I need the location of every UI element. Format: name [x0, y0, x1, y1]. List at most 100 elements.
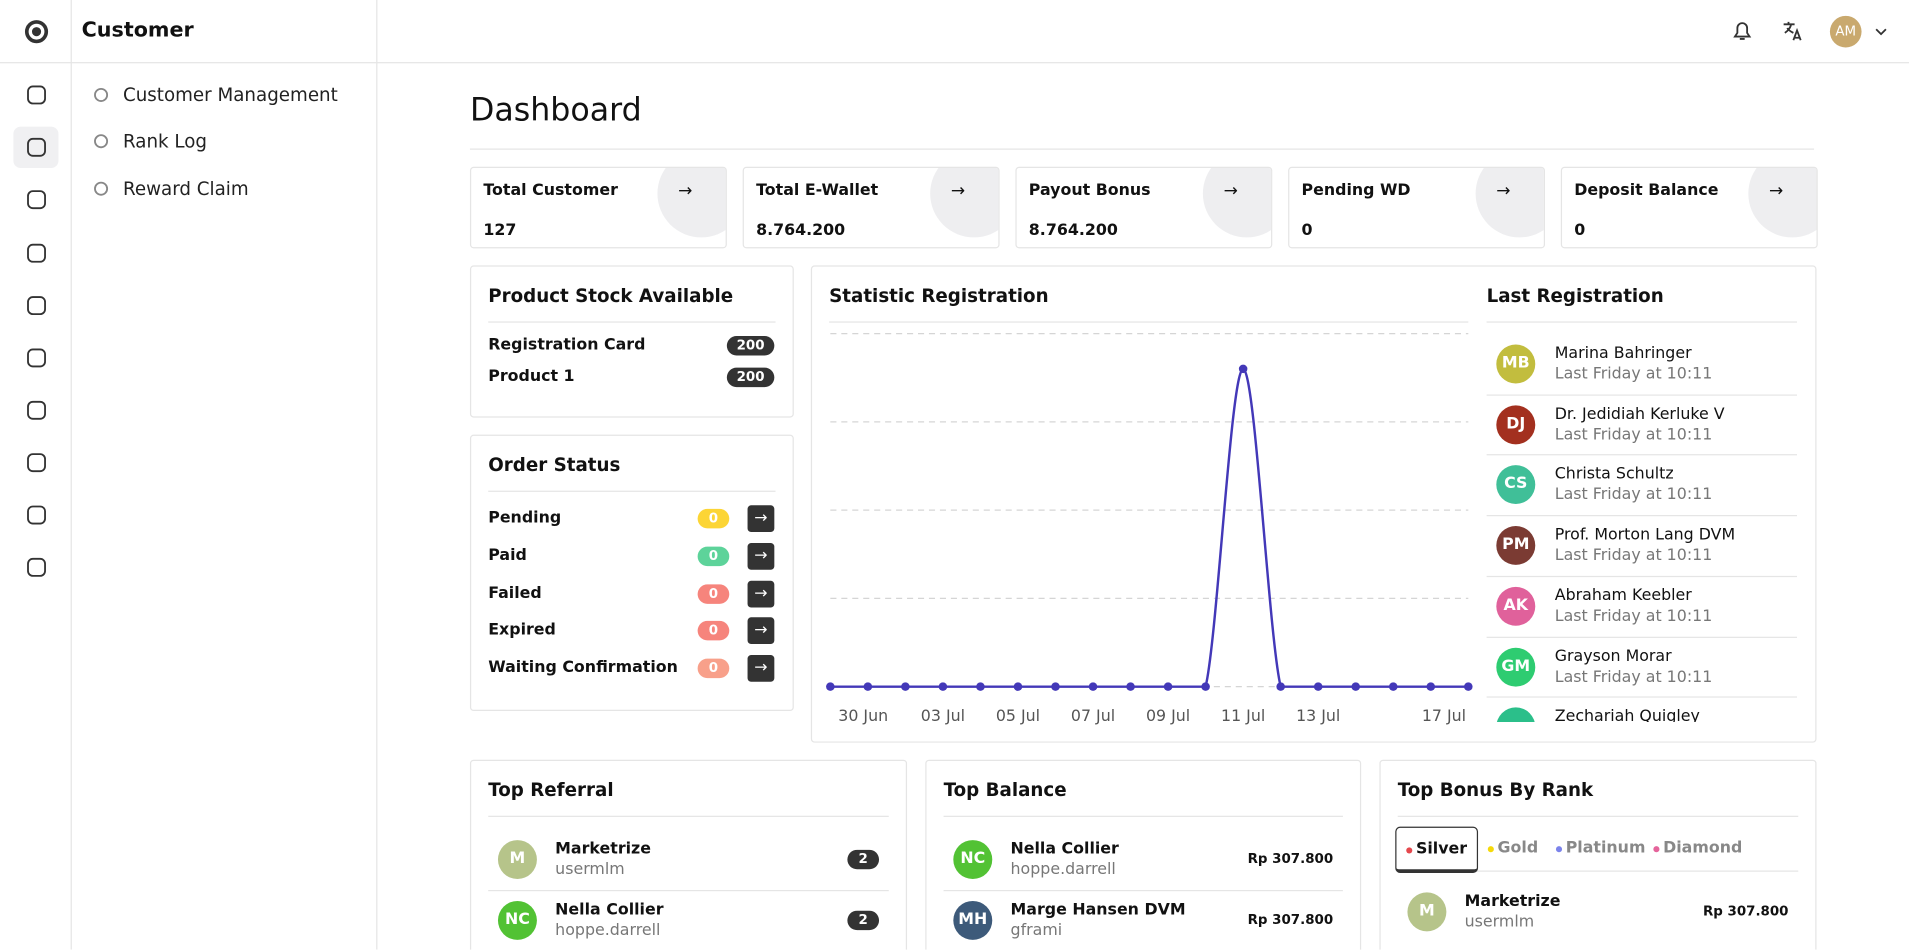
- chart: 30 Jun 03 Jul 05 Jul 07 Jul 09 Jul 11 Jul 13 J…: [826, 332, 1473, 725]
- logo: [24, 20, 49, 44]
- menu-icon-wrap: [94, 181, 109, 196]
- status-arrow[interactable]: →: [747, 542, 775, 570]
- card: Order Status Pending 0 → Paid 0 → Failed 0 → Expir…: [469, 434, 794, 712]
- tab-divider: [1397, 870, 1799, 872]
- avatar: [1496, 707, 1536, 722]
- card-title: Order Status: [488, 454, 621, 477]
- rail-icon[interactable]: [24, 83, 48, 107]
- rail-icon[interactable]: [24, 187, 48, 211]
- menu-item: Reward Claim: [122, 177, 249, 200]
- status-item: Paid: [488, 546, 527, 565]
- stat-value: 0: [1301, 221, 1313, 240]
- rail-icon[interactable]: [24, 555, 48, 579]
- row-divider: [488, 889, 889, 891]
- tab-dot: [1653, 846, 1660, 853]
- avatar: MH: [953, 900, 993, 940]
- x-tick-label: 11 Jul: [1221, 706, 1265, 725]
- arrow-button[interactable]: →: [678, 181, 693, 201]
- tab-dot: [1406, 847, 1413, 854]
- person-time: Last Friday at 10:11: [1554, 546, 1713, 566]
- stat-value: 0: [1574, 221, 1586, 240]
- tab-label: Silver: [1415, 840, 1468, 859]
- badge: 0: [697, 621, 730, 641]
- stat-label: Pending WD: [1301, 181, 1411, 200]
- stat-value: 8.764.200: [1028, 221, 1118, 240]
- translate-icon[interactable]: [1781, 19, 1805, 43]
- person-user: usermlm: [555, 860, 625, 880]
- icon-shape: [27, 400, 46, 420]
- person-name: Marketrize: [1464, 892, 1561, 911]
- amount: Rp 307.800: [1247, 851, 1334, 867]
- badge: 0: [697, 658, 730, 679]
- arrow-button[interactable]: →: [1769, 181, 1784, 201]
- person-user: gframi: [1010, 921, 1063, 940]
- icon-shape: [27, 453, 46, 473]
- rail-icon[interactable]: [24, 346, 48, 370]
- rank-tab[interactable]: Diamond: [1644, 827, 1742, 873]
- rail-icon[interactable]: [24, 398, 48, 422]
- arrow-button[interactable]: →: [1496, 181, 1511, 201]
- card-title: Top Balance: [943, 779, 1067, 802]
- amount: Rp 307.800: [1702, 903, 1789, 920]
- menu-item: Customer Management: [122, 84, 338, 106]
- person-time: Last Friday at 10:11: [1554, 365, 1713, 384]
- card-title: Statistic Registration: [829, 284, 1049, 307]
- x-tick-label: 17 Jul: [1422, 706, 1466, 725]
- rank-tab[interactable]: Gold: [1478, 827, 1546, 873]
- menu-item: Rank Log: [122, 130, 208, 153]
- stat-card: → Total Customer 127: [469, 166, 727, 249]
- rank-tab[interactable]: Silver: [1395, 826, 1479, 873]
- arrow-button[interactable]: →: [950, 181, 966, 201]
- person-name: Abraham Keebler: [1554, 586, 1692, 605]
- chevron[interactable]: [1874, 24, 1889, 39]
- person-name: Dr. Jedidiah Kerluke V: [1554, 405, 1725, 424]
- registration-list: MB Marina Bahringer Last Friday at 10:11 DJ…: [1486, 323, 1798, 722]
- icon-shape: [27, 190, 46, 210]
- point: [1464, 682, 1473, 691]
- rail-icon[interactable]: [24, 135, 48, 159]
- point: [1388, 682, 1398, 691]
- icon-shape: [27, 505, 46, 525]
- card-divider: [829, 321, 1469, 323]
- stat-card: → Payout Bonus 8.764.200: [1015, 166, 1273, 249]
- status-arrow[interactable]: →: [747, 505, 775, 533]
- tab-label: Diamond: [1663, 838, 1743, 858]
- stock-item: Product 1: [488, 367, 575, 386]
- chart-card: Statistic Registration 30 Jun 03 Jul 05 Jul…: [810, 265, 1817, 743]
- status-arrow[interactable]: →: [747, 617, 775, 645]
- person-name: Nella Collier: [555, 900, 664, 919]
- rank-tab[interactable]: Platinum: [1546, 827, 1645, 873]
- x-tick-label: 05 Jul: [996, 706, 1040, 725]
- point: [938, 682, 948, 691]
- rail-icon[interactable]: [24, 503, 48, 527]
- card-title: Top Bonus By Rank: [1397, 779, 1594, 802]
- status-item: Waiting Confirmation: [488, 658, 678, 678]
- user-avatar[interactable]: AM: [1829, 15, 1862, 48]
- card-divider: [943, 815, 1343, 817]
- page-title: Dashboard: [469, 92, 642, 130]
- point: [826, 682, 835, 691]
- point: [1126, 682, 1135, 691]
- card-divider: [488, 490, 776, 492]
- bell-icon[interactable]: [1730, 18, 1754, 42]
- status-item: Expired: [488, 621, 556, 640]
- stat-value: 8.764.200: [756, 221, 846, 240]
- card-divider: [488, 321, 776, 323]
- rail-icon[interactable]: [24, 450, 48, 474]
- point: [1163, 682, 1173, 691]
- x-tick-label: 09 Jul: [1146, 706, 1190, 725]
- status-arrow[interactable]: →: [747, 580, 775, 608]
- card-title: Product Stock Available: [488, 284, 734, 307]
- rail-active: [13, 126, 59, 169]
- stat-value: 127: [483, 221, 517, 240]
- card: Product Stock Available Registration Card…: [469, 265, 794, 418]
- divider: [469, 148, 1815, 150]
- stat-card: → Total E-Wallet 8.764.200: [742, 166, 1000, 249]
- point: [1351, 682, 1360, 691]
- badge: 0: [697, 583, 730, 604]
- arrow-button[interactable]: →: [1223, 181, 1238, 201]
- status-arrow[interactable]: →: [747, 655, 775, 683]
- rail-icon[interactable]: [24, 293, 48, 317]
- rail-icon[interactable]: [24, 241, 48, 265]
- row-divider: [1486, 394, 1798, 396]
